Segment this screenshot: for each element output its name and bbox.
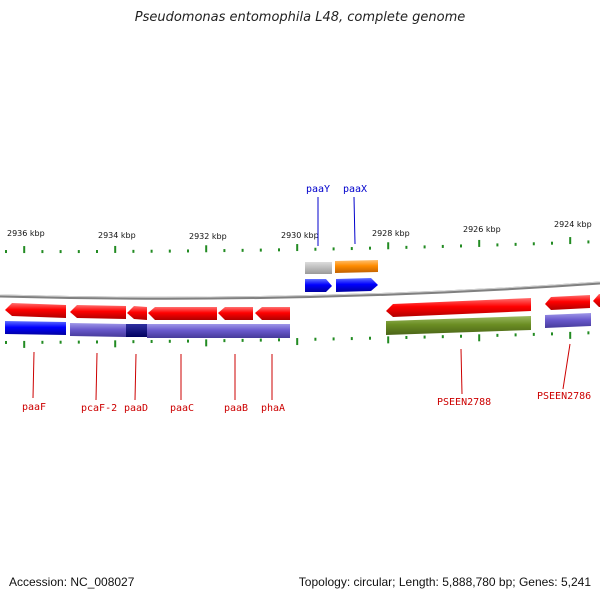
gene-pcaF-2[interactable] (70, 305, 126, 319)
forward-label-leaders (317, 196, 356, 246)
cds-paaY[interactable] (305, 279, 332, 292)
gene-paaC[interactable] (148, 307, 217, 320)
kbp-label: 2936 kbp (7, 229, 45, 238)
gene-label-PSEEN2788[interactable]: PSEEN2788 (437, 397, 491, 408)
kbp-label: 2926 kbp (463, 225, 501, 234)
page-title: Pseudomonas entomophila L48, complete ge… (134, 10, 466, 25)
kbp-label: 2924 kbp (554, 220, 592, 229)
gene-label-paaF[interactable]: paaF (22, 402, 46, 413)
genome-backbone-highlight (0, 281, 600, 298)
gene-label-PSEEN2786[interactable]: PSEEN2786 (537, 391, 591, 402)
topology-label: Topology: circular; Length: 5,888,780 bp… (298, 575, 591, 589)
gene-label-paaD[interactable]: paaD (124, 403, 148, 414)
gene-label-paaY[interactable]: paaY (306, 184, 330, 195)
cds-phaA[interactable] (254, 324, 290, 338)
gene-paaF[interactable] (5, 303, 66, 318)
gene-phaA[interactable] (255, 307, 290, 320)
gene-PSEEN2788[interactable] (386, 298, 531, 317)
kbp-label: 2932 kbp (189, 232, 227, 241)
gene-PSEEN2786[interactable] (545, 295, 590, 310)
reverse-label-leaders (32, 343, 571, 401)
cds-paaC[interactable] (147, 324, 217, 338)
gene-label-paaC[interactable]: paaC (170, 403, 194, 414)
scale-ticks-bottom (5, 331, 590, 348)
kbp-label: 2930 kbp (281, 231, 319, 240)
gene-paaY-feature[interactable] (305, 262, 332, 274)
gene-label-paaX[interactable]: paaX (343, 184, 367, 195)
gene-label-paaB[interactable]: paaB (224, 403, 248, 414)
gene-next-partial[interactable] (593, 294, 600, 307)
accession-label: Accession: NC_008027 (9, 575, 135, 589)
gene-paaD[interactable] (127, 306, 147, 320)
gene-label-pcaF-2[interactable]: pcaF-2 (81, 403, 117, 414)
cds-paaD[interactable] (126, 324, 147, 337)
cds-pcaF-2[interactable] (70, 323, 126, 337)
cds-paaF[interactable] (5, 321, 66, 335)
kbp-label: 2934 kbp (98, 231, 136, 240)
scale-ticks-top (5, 237, 590, 254)
kbp-label: 2928 kbp (372, 229, 410, 238)
cds-paaB[interactable] (217, 324, 254, 338)
cds-PSEEN2786[interactable] (545, 313, 591, 328)
gene-label-phaA[interactable]: phaA (261, 403, 285, 414)
gene-paaB[interactable] (218, 307, 253, 320)
cds-paaX[interactable] (336, 278, 378, 292)
gene-paaX-feature[interactable] (335, 260, 378, 273)
cds-PSEEN2788[interactable] (386, 316, 531, 335)
genome-backbone (0, 281, 600, 300)
